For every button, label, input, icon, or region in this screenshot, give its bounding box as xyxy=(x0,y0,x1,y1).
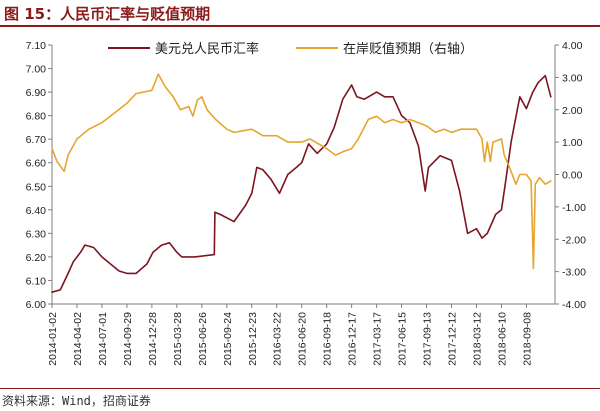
right-axis-ticks: -4.00 -3.00 -2.00 -1.00 0.00 1.00 2.00 3.00 4.00 xyxy=(555,40,586,311)
legend-label-expectation: 在岸贬值预期（右轴） xyxy=(343,41,473,56)
right-tick-label: 2.00 xyxy=(562,105,583,117)
left-tick-label: 6.70 xyxy=(26,134,47,146)
left-tick-label: 7.10 xyxy=(26,40,47,52)
left-tick-label: 6.20 xyxy=(26,252,47,264)
x-axis-ticks: 2014-01-02 2014-04-02 2014-07-01 2014-09-29… xyxy=(47,304,533,366)
series-layer xyxy=(51,73,552,294)
series-line-usdcny xyxy=(51,74,552,294)
x-tick-label: 2016-09-18 xyxy=(322,312,334,366)
right-tick-label: 3.00 xyxy=(562,72,583,84)
x-tick-label: 2016-03-22 xyxy=(272,312,284,366)
x-tick-label: 2016-12-17 xyxy=(347,312,359,366)
left-tick-label: 6.10 xyxy=(26,275,47,287)
x-tick-label: 2015-12-23 xyxy=(247,312,259,366)
right-tick-label: 0.00 xyxy=(562,170,583,182)
x-tick-label: 2015-06-26 xyxy=(197,312,209,366)
x-tick-label: 2018-03-12 xyxy=(471,312,483,366)
chart-axes xyxy=(51,45,556,305)
x-tick-label: 2015-03-28 xyxy=(172,312,184,366)
x-tick-label: 2017-12-12 xyxy=(447,312,459,366)
left-tick-label: 6.00 xyxy=(26,299,47,311)
left-tick-label: 6.40 xyxy=(26,205,47,217)
legend-label-usdcny: 美元兑人民币汇率 xyxy=(155,41,259,56)
left-tick-label: 6.30 xyxy=(26,228,47,240)
source-note: 资料来源：Wind，招商证券 xyxy=(2,394,151,408)
right-tick-label: -1.00 xyxy=(562,202,586,214)
x-tick-label: 2016-06-20 xyxy=(297,312,309,366)
left-axis-ticks: 6.00 6.10 6.20 6.30 6.40 6.50 6.60 6.70 6.80 6.90… xyxy=(26,40,52,311)
x-tick-label: 2015-09-24 xyxy=(222,312,234,366)
left-tick-label: 7.00 xyxy=(26,64,47,76)
left-tick-label: 6.80 xyxy=(26,111,47,123)
right-tick-label: -3.00 xyxy=(562,267,586,279)
legend: 美元兑人民币汇率 在岸贬值预期（右轴） xyxy=(108,41,473,56)
x-tick-label: 2014-12-28 xyxy=(147,312,159,366)
left-tick-label: 6.90 xyxy=(26,87,47,99)
x-tick-label: 2014-07-01 xyxy=(97,312,109,366)
x-tick-label: 2018-09-08 xyxy=(521,312,533,366)
x-tick-label: 2017-03-17 xyxy=(372,312,384,366)
right-tick-label: -2.00 xyxy=(562,234,586,246)
x-tick-label: 2014-09-29 xyxy=(122,312,134,366)
series-line-expectation xyxy=(51,73,552,270)
x-tick-label: 2014-04-02 xyxy=(72,312,84,366)
right-tick-label: 4.00 xyxy=(562,40,583,52)
chart: 6.00 6.10 6.20 6.30 6.40 6.50 6.60 6.70 6.80 6.90… xyxy=(26,40,587,366)
x-tick-label: 2018-06-10 xyxy=(496,312,508,366)
right-tick-label: 1.00 xyxy=(562,137,583,149)
left-tick-label: 6.60 xyxy=(26,158,47,170)
x-tick-label: 2017-09-13 xyxy=(422,312,434,366)
title-rule xyxy=(0,25,600,27)
right-tick-label: -4.00 xyxy=(562,299,586,311)
x-tick-label: 2017-06-15 xyxy=(397,312,409,366)
source-rule xyxy=(0,388,600,389)
x-tick-label: 2014-01-02 xyxy=(47,312,59,366)
left-tick-label: 6.50 xyxy=(26,181,47,193)
figure-title: 图 15：人民币汇率与贬值预期 xyxy=(4,5,211,23)
